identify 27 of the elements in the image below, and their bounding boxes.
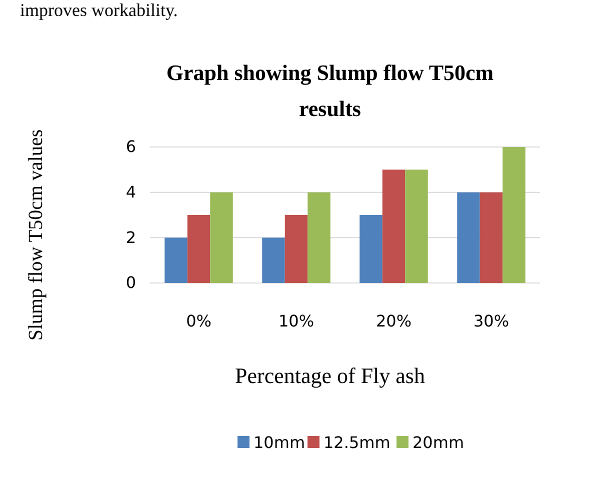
legend-label: 12.5mm bbox=[324, 433, 390, 452]
x-axis-title: Percentage of Fly ash bbox=[235, 363, 425, 388]
x-tick-label: 10% bbox=[278, 311, 314, 330]
bar bbox=[164, 238, 188, 283]
y-tick-label: 2 bbox=[126, 228, 136, 247]
y-tick-label: 4 bbox=[126, 182, 136, 202]
chart-title: Graph showing Slump flow T50cm results bbox=[166, 60, 494, 121]
bar bbox=[502, 147, 526, 283]
bar bbox=[457, 192, 480, 283]
bar bbox=[284, 215, 308, 283]
text: improves workability. bbox=[20, 0, 178, 20]
x-tick-label: 0% bbox=[186, 311, 212, 330]
legend-label: 10mm bbox=[254, 433, 306, 452]
bar bbox=[210, 192, 233, 283]
bar bbox=[187, 215, 210, 283]
bar bbox=[360, 215, 382, 283]
bar bbox=[308, 192, 330, 283]
bar bbox=[262, 238, 285, 283]
x-tick-label: 20% bbox=[376, 311, 412, 330]
bar bbox=[382, 170, 406, 283]
y-tick-label: 6 bbox=[126, 137, 136, 156]
y-tick-label: 0 bbox=[126, 273, 136, 292]
bar bbox=[405, 170, 428, 283]
bar bbox=[480, 192, 503, 283]
y-axis-title: Slump flow T50cm values bbox=[25, 129, 47, 341]
x-tick-label: 30% bbox=[473, 311, 510, 330]
legend-label: 20mm bbox=[412, 433, 464, 452]
